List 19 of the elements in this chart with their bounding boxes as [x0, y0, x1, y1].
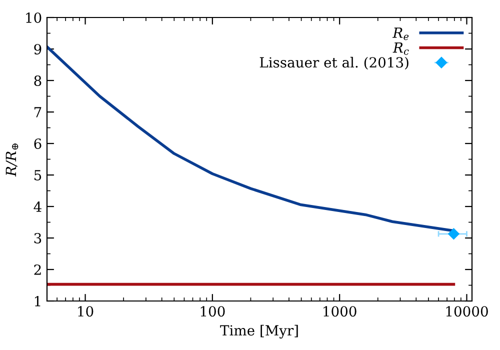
- y-tick-label: 9: [34, 44, 42, 54]
- y-tick-label: 3: [34, 232, 42, 244]
- x-tick-label: 1000: [324, 306, 356, 317]
- legend-label: Lissauer et al. (2013): [260, 56, 408, 70]
- y-tick-label: 5: [34, 170, 42, 180]
- y-tick-label: 8: [34, 75, 42, 86]
- y-tick-label: 7: [34, 107, 42, 118]
- y-tick-label: 1: [34, 296, 40, 306]
- x-tick-label: 10000: [446, 306, 488, 317]
- x-tick-label: 100: [200, 306, 225, 317]
- x-tick-label: 10: [78, 306, 94, 317]
- x-axis-title: Time [Myr]: [220, 324, 298, 338]
- y-tick-label: 10: [26, 12, 42, 23]
- legend-label: R$_{c}$: [392, 42, 409, 55]
- y-axis-title: R/R$_{⊕}$: [6, 144, 18, 177]
- y-tick-label: 4: [34, 201, 42, 212]
- y-tick-label: 6: [34, 138, 42, 149]
- legend-label: R$_{e}$: [392, 28, 409, 40]
- y-tick-label: 2: [34, 264, 41, 275]
